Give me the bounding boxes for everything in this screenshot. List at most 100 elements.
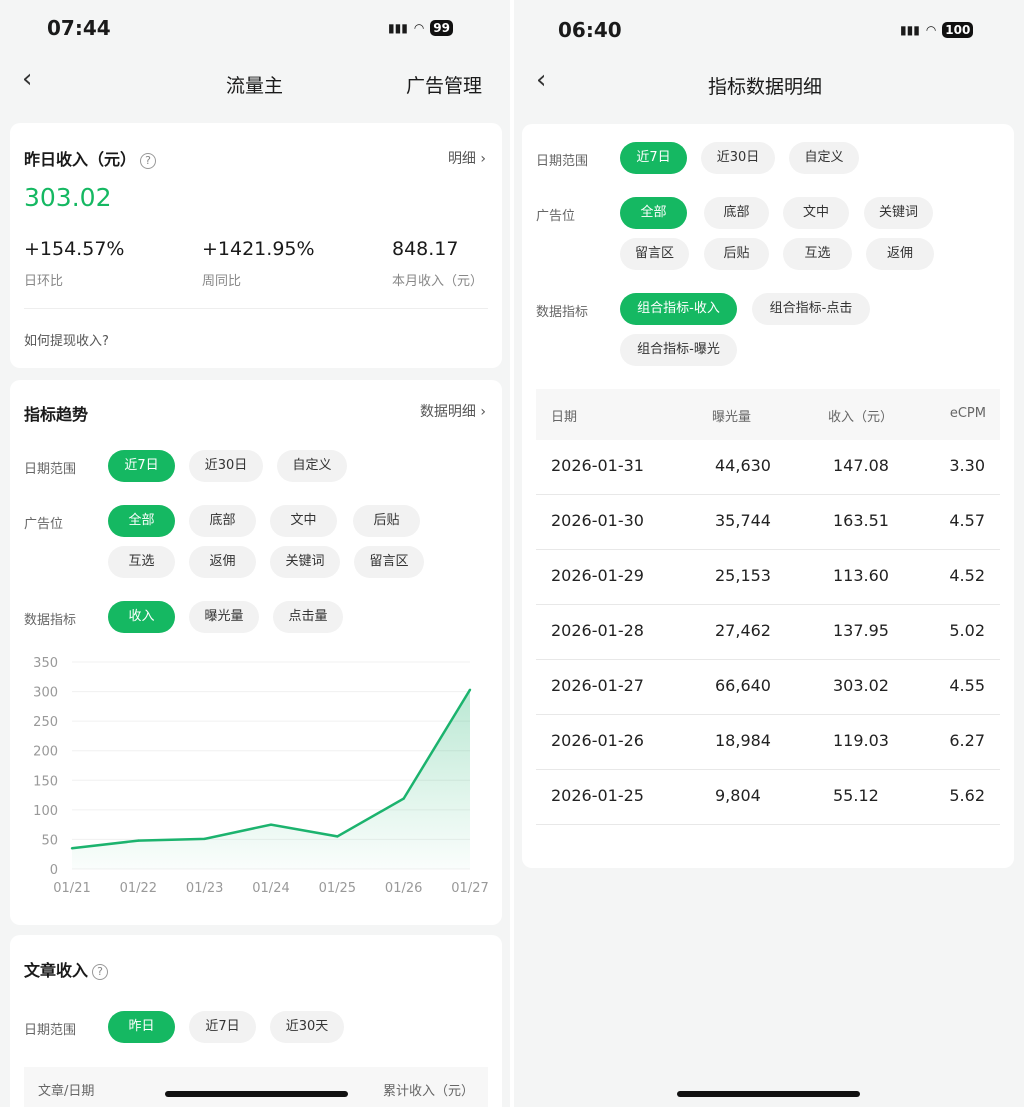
chip-30d[interactable]: 近30日 (701, 142, 775, 174)
cell-exposure: 25,153 (715, 566, 771, 585)
withdraw-link[interactable]: 如何提现收入? (24, 334, 109, 349)
chip-custom[interactable]: 自定义 (277, 450, 347, 482)
data-detail-text: 数据明细 (419, 404, 476, 420)
cell-exposure: 44,630 (715, 456, 771, 475)
chip-slot-keyword[interactable]: 关键词 (864, 197, 933, 229)
data-point (269, 823, 273, 826)
date-range-label: 日期范围 (24, 462, 77, 477)
trend-title: 指标趋势 (24, 405, 89, 424)
slot-label: 广告位 (24, 517, 64, 532)
daily-change: +154.57% (24, 238, 125, 260)
page-title: 指标数据明细 (708, 76, 823, 98)
metric-label: 数据指标 (536, 305, 589, 320)
chip-slot-all[interactable]: 全部 (620, 197, 687, 229)
y-tick-label: 300 (33, 686, 58, 701)
article-income-title-text: 文章收入 (24, 961, 89, 980)
cell-date: 2026-01-26 (551, 731, 644, 750)
cell-income: 163.51 (833, 511, 889, 530)
table-row: 2026-01-26 18,984 119.03 6.27 (522, 715, 1014, 770)
chip-slot-rebate[interactable]: 返佣 (189, 546, 256, 578)
col-exposure: 曝光量 (712, 410, 752, 425)
weekly-change: +1421.95% (202, 238, 315, 260)
chip-slot-keyword[interactable]: 关键词 (270, 546, 340, 578)
yesterday-income-card: 昨日收入（元）? 明细 › 303.02 +154.57% 日环比 +1421.… (10, 123, 502, 368)
daily-change-label: 日环比 (24, 274, 64, 289)
cell-income: 55.12 (833, 786, 879, 805)
data-point (203, 837, 206, 841)
cell-ecpm: 4.55 (949, 676, 985, 695)
chip-slot-comments[interactable]: 留言区 (354, 546, 424, 578)
chip-slot-bottom[interactable]: 底部 (704, 197, 769, 229)
chip-slot-mutual[interactable]: 互选 (108, 546, 175, 578)
cell-ecpm: 3.30 (949, 456, 985, 475)
chip-combo-income[interactable]: 组合指标-收入 (620, 293, 737, 325)
chip-slot-mutual[interactable]: 互选 (783, 238, 852, 270)
col-ecpm: eCPM (949, 406, 986, 421)
cell-ecpm: 5.02 (949, 621, 985, 640)
chip-slot-comments[interactable]: 留言区 (620, 238, 689, 270)
help-icon[interactable]: ? (92, 963, 109, 980)
detail-link[interactable]: 明细 › (447, 151, 486, 167)
x-tick-label: 01/26 (385, 881, 422, 896)
row-divider (536, 549, 1000, 550)
data-point (137, 839, 140, 842)
y-tick-label: 200 (33, 745, 58, 760)
status-icons: ▮▮▮ ◠ 99 (388, 20, 453, 36)
y-tick-label: 50 (41, 833, 58, 848)
data-detail-link[interactable]: 数据明细 › (419, 404, 486, 420)
cell-date: 2026-01-31 (551, 456, 644, 475)
filter-table-card: 日期范围 近7日 近30日 自定义 广告位 全部 底部 文中 关键词 留言区 后… (522, 124, 1014, 868)
ad-management-link[interactable]: 广告管理 (406, 75, 483, 97)
y-tick-label: 0 (50, 863, 58, 878)
col-article-date: 文章/日期 (38, 1084, 95, 1099)
row-divider (536, 659, 1000, 660)
home-indicator (677, 1091, 860, 1097)
month-income-label: 本月收入（元） (392, 274, 484, 289)
wifi-icon: ◠ (925, 23, 937, 37)
chip-slot-rebate[interactable]: 返佣 (866, 238, 934, 270)
row-divider (536, 714, 1000, 715)
article-income-card: 文章收入? 日期范围 昨日 近7日 近30天 文章/日期 累计收入（元） (10, 935, 502, 1107)
chip-combo-clicks[interactable]: 组合指标-点击 (752, 293, 870, 325)
chip-slot-all[interactable]: 全部 (108, 505, 175, 537)
chip-slot-bottom[interactable]: 底部 (189, 505, 256, 537)
slot-label: 广告位 (536, 209, 576, 224)
chip-slot-post[interactable]: 后贴 (704, 238, 769, 270)
status-icons: ▮▮▮ ◠ 100 (900, 22, 974, 38)
help-icon[interactable]: ? (140, 152, 157, 169)
back-button[interactable]: ‹ (536, 65, 547, 95)
cell-date: 2026-01-28 (551, 621, 644, 640)
cell-income: 113.60 (833, 566, 889, 585)
chip-metric-clicks[interactable]: 点击量 (273, 601, 343, 633)
chip-custom[interactable]: 自定义 (789, 142, 859, 174)
chip-7d[interactable]: 近7日 (108, 450, 175, 482)
chip-article-7d[interactable]: 近7日 (189, 1011, 256, 1043)
row-divider (536, 824, 1000, 825)
data-point (402, 797, 405, 800)
y-tick-label: 100 (33, 804, 58, 819)
chip-slot-post[interactable]: 后贴 (353, 505, 420, 537)
row-divider (536, 494, 1000, 495)
chip-30d[interactable]: 近30日 (189, 450, 263, 482)
cell-date: 2026-01-25 (551, 786, 644, 805)
chip-article-30d[interactable]: 近30天 (270, 1011, 344, 1043)
table-header: 日期 曝光量 收入（元） eCPM (536, 389, 1000, 440)
home-indicator (165, 1091, 348, 1097)
chip-metric-exposure[interactable]: 曝光量 (189, 601, 259, 633)
chip-yesterday[interactable]: 昨日 (108, 1011, 175, 1043)
chip-combo-exposure[interactable]: 组合指标-曝光 (620, 334, 737, 366)
chip-slot-inline[interactable]: 文中 (783, 197, 849, 229)
y-tick-label: 350 (33, 656, 58, 671)
page-title: 流量主 (226, 75, 284, 97)
cell-exposure: 27,462 (715, 621, 771, 640)
cell-ecpm: 6.27 (949, 731, 985, 750)
date-range-label: 日期范围 (536, 154, 589, 169)
back-button[interactable]: ‹ (22, 64, 33, 94)
cell-exposure: 9,804 (715, 786, 761, 805)
month-income: 848.17 (392, 238, 459, 260)
chip-metric-income[interactable]: 收入 (108, 601, 175, 633)
cell-exposure: 35,744 (715, 511, 771, 530)
chip-slot-inline[interactable]: 文中 (270, 505, 337, 537)
chip-7d[interactable]: 近7日 (620, 142, 687, 174)
income-title-text: 昨日收入（元） (24, 150, 137, 169)
